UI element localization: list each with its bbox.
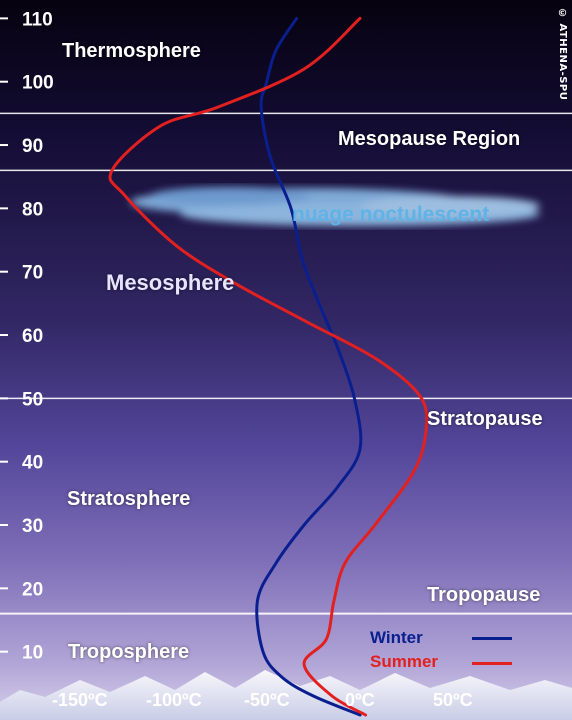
y-tick-label: 50 — [22, 389, 43, 410]
thermosphere-label: Thermosphere — [62, 40, 201, 62]
mesopause-label: Mesopause Region — [338, 128, 521, 150]
troposphere-label: Troposphere — [68, 641, 190, 663]
summer-temperature-line — [108, 16, 429, 717]
stratosphere-label: Stratosphere — [67, 488, 191, 510]
x-tick-label: -100ºC — [146, 690, 202, 710]
y-tick-label: 30 — [22, 516, 43, 537]
layer-boundaries — [0, 112, 572, 615]
y-tick-label: 10 — [22, 643, 43, 664]
x-tick-label: 0ºC — [345, 690, 375, 710]
mesosphere-label: Mesosphere — [106, 270, 235, 295]
winter-temperature-line — [255, 16, 363, 717]
x-tick-label: -50ºC — [244, 690, 290, 710]
stratopause-label: Stratopause — [427, 408, 543, 430]
y-tick-label: 70 — [22, 263, 43, 284]
y-tick-label: 20 — [22, 579, 43, 600]
y-tick-label: 60 — [22, 326, 43, 347]
legend-winter-swatch — [472, 637, 512, 640]
legend-winter-label: Winter — [370, 628, 423, 647]
x-tick-label: 50ºC — [433, 690, 473, 710]
credit-text: © ATHENA-SPU — [557, 8, 568, 101]
tropopause-label: Tropopause — [427, 584, 541, 606]
noctilucent-cloud-label: nuage noctulescent — [292, 203, 490, 226]
y-tick-label: 80 — [22, 199, 43, 220]
y-tick-label: 40 — [22, 453, 43, 474]
legend-summer-label: Summer — [370, 652, 439, 671]
noctilucent-cloud — [130, 187, 540, 226]
mountains — [0, 670, 572, 720]
x-tick-label: -150ºC — [52, 690, 108, 710]
y-tick-label: 90 — [22, 136, 43, 157]
y-tick-label: 100 — [22, 73, 54, 94]
legend-summer-swatch — [472, 662, 512, 665]
y-axis: 10 20 30 40 50 60 70 80 90 100 110 — [0, 9, 54, 664]
y-tick-label: 110 — [22, 9, 53, 30]
